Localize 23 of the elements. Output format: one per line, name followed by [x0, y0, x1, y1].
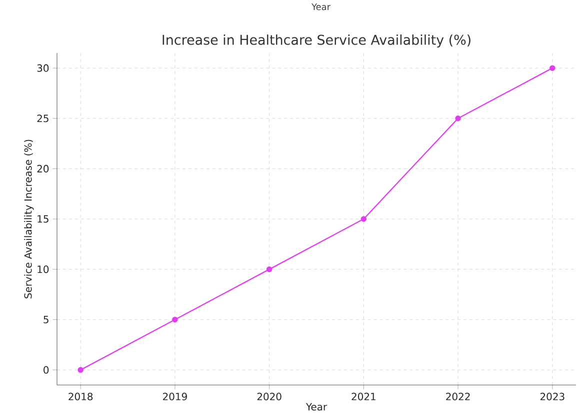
- x-tick-label: 2021: [352, 392, 376, 400]
- y-tick-label: 25: [37, 114, 48, 122]
- x-axis-title: Year: [306, 403, 328, 411]
- x-tick-label: 2022: [446, 392, 470, 400]
- y-axis-title: Service Availability Increase (%): [24, 140, 34, 298]
- point: [78, 367, 84, 373]
- point: [360, 216, 367, 222]
- x-tick-label: 2018: [68, 392, 93, 400]
- y-tick-label: 10: [38, 266, 49, 274]
- point: [550, 65, 556, 71]
- text: Year: [311, 4, 331, 10]
- y-tick-label: 20: [37, 164, 49, 172]
- y-tick-label: 15: [38, 215, 48, 223]
- x-tick-label: 2020: [257, 392, 282, 400]
- point: [455, 116, 461, 122]
- y-tick-label: 30: [37, 64, 49, 72]
- y-tick-label: 0: [44, 366, 49, 374]
- x-tick-label: 2019: [163, 392, 187, 400]
- x-tick-label: 2023: [540, 392, 564, 400]
- y-tick-label: 5: [44, 316, 48, 324]
- point: [172, 316, 178, 322]
- point: [266, 266, 272, 272]
- chart-title: Increase in Healthcare Service Availability (%): [162, 34, 470, 48]
